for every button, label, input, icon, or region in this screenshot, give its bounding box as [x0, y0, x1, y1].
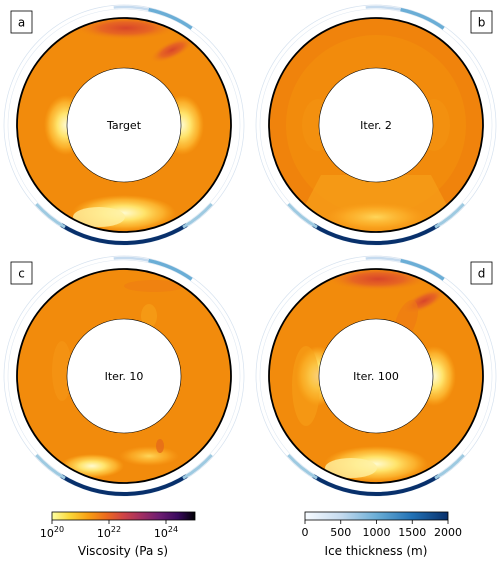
ice-sheet-north	[148, 258, 193, 281]
ice-colorbar-fill	[304, 511, 449, 521]
surface-boundary	[268, 17, 484, 233]
ice-sheet-south-edge	[35, 453, 66, 480]
viscosity-colorbar-fill	[51, 511, 196, 521]
ice-sheet-north-edge	[365, 5, 401, 11]
panel-letter: d	[478, 267, 486, 281]
viscosity-tick-label: 1020	[40, 525, 64, 540]
panel-letter: a	[18, 16, 25, 30]
ice-sheet-south-edge	[434, 453, 465, 480]
ice-colorbar-label: Ice thickness (m)	[325, 544, 428, 558]
panel-caption: Iter. 10	[105, 370, 144, 383]
outer-ring	[3, 255, 245, 497]
viscosity-colorbar: 1020 1022 1024 Viscosity (Pa s)	[40, 511, 196, 558]
core	[66, 318, 182, 434]
core	[66, 67, 182, 183]
panel-letter-box	[10, 261, 33, 285]
viscosity-tick-label: 1022	[97, 525, 121, 540]
ice-sheet-south-edge	[434, 202, 465, 229]
ice-sheet-north-edge	[113, 5, 149, 11]
ice-sheet-north	[400, 7, 445, 30]
panel-letter-box	[470, 261, 493, 285]
ice-sheet-south	[312, 223, 440, 245]
ice-sheet-north-edge	[113, 256, 149, 262]
ice-sheet-south-edge	[287, 202, 318, 229]
ice-sheet-south	[60, 223, 188, 245]
panel-caption: Target	[106, 119, 142, 132]
panel-d: Iter. 100 d	[255, 255, 497, 497]
ice-sheet-south-edge	[182, 453, 213, 480]
panel-a: Target a	[3, 4, 245, 246]
panel-caption: Iter. 2	[360, 119, 392, 132]
viscosity-tick-label: 1024	[154, 525, 178, 540]
ice-sheet-south-edge	[35, 202, 66, 229]
ice-tick-label: 2000	[434, 526, 462, 539]
viscosity-colorbar-label: Viscosity (Pa s)	[78, 544, 168, 558]
panel-letter: b	[478, 16, 486, 30]
panel-letter-box	[470, 10, 493, 34]
panel-c: Iter. 10 c	[3, 255, 245, 497]
viscosity-colorbar-ticks	[51, 520, 167, 524]
panel-b: Iter. 2 b	[255, 4, 497, 246]
outer-ring	[3, 4, 245, 246]
panel-letter-box	[10, 10, 33, 34]
surface-boundary	[268, 268, 484, 484]
core	[318, 67, 434, 183]
surface-boundary	[16, 17, 232, 233]
core	[318, 318, 434, 434]
ice-sheet-north	[400, 258, 445, 281]
ice-sheet-south-edge	[182, 202, 213, 229]
panel-caption: Iter. 100	[353, 370, 399, 383]
ice-sheet-north-edge	[365, 256, 401, 262]
ice-sheet-south	[312, 474, 440, 496]
ice-sheet-south	[60, 474, 188, 496]
ice-colorbar: 0 500 1000 1500 2000 Ice thickness (m)	[302, 511, 462, 558]
panel-letter: c	[18, 267, 25, 281]
ice-sheet-north	[148, 7, 193, 30]
ice-tick-label: 0	[302, 526, 309, 539]
ice-tick-label: 1500	[398, 526, 426, 539]
surface-boundary	[16, 268, 232, 484]
ice-colorbar-ticks	[304, 520, 449, 524]
ice-tick-label: 1000	[363, 526, 391, 539]
outer-ring	[259, 259, 493, 493]
ice-sheet-south-edge	[287, 453, 318, 480]
ice-tick-label: 500	[330, 526, 351, 539]
